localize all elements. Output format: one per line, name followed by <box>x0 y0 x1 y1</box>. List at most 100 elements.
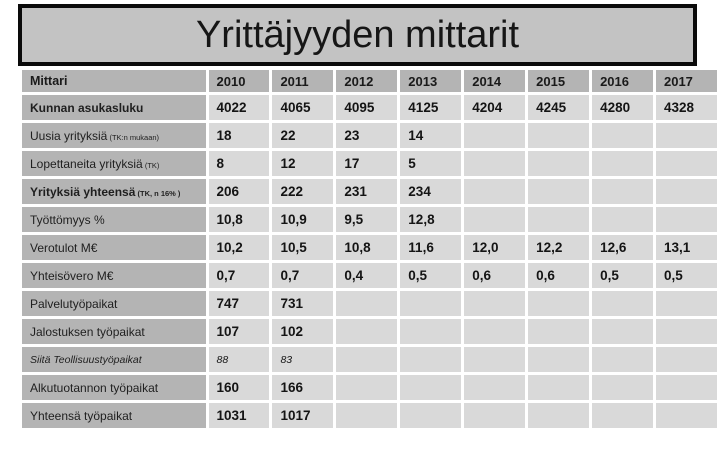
row-label-text: Lopettaneita yrityksiä <box>30 156 143 171</box>
value-cell: 22 <box>272 123 334 148</box>
row-label: Verotulot M€ <box>22 235 206 260</box>
table-header-row: Mittari 2010 2011 2012 2013 2014 2015 2016 2017 <box>22 70 717 92</box>
value-cell <box>592 207 653 232</box>
value-cell: 0,6 <box>528 263 590 288</box>
row-label-text: Työttömyys % <box>30 212 105 227</box>
value-cell: 13,1 <box>655 235 717 260</box>
value-cell <box>400 347 462 372</box>
value-cell: 0,7 <box>272 263 334 288</box>
row-label-text: Yrityksiä yhteensä <box>30 184 136 199</box>
column-header-year-2013: 2013 <box>400 70 462 92</box>
row-label: Siitä Teollisuustyöpaikat <box>22 347 206 372</box>
value-cell <box>528 375 590 400</box>
table-row: Yhteensä työpaikat 1031 1017 <box>22 403 717 428</box>
value-cell: 17 <box>336 151 398 176</box>
row-label: Jalostuksen työpaikat <box>22 319 206 344</box>
value-cell: 8 <box>208 151 270 176</box>
row-label-text: Yhteisövero M€ <box>30 268 114 283</box>
value-cell: 4022 <box>208 95 270 120</box>
table-row: Uusia yrityksiä (TK:n mukaan) 18 22 23 14 <box>22 123 717 148</box>
row-label: Yrityksiä yhteensä (TK, n 16% ) <box>22 179 206 204</box>
row-label-note: (TK, n 16% ) <box>135 188 181 198</box>
value-cell: 234 <box>400 179 462 204</box>
value-cell <box>336 347 398 372</box>
value-cell: 4065 <box>272 95 334 120</box>
value-cell <box>400 375 462 400</box>
value-cell <box>400 291 462 316</box>
table-row: Siitä Teollisuustyöpaikat 88 83 <box>22 347 717 372</box>
value-cell: 23 <box>336 123 398 148</box>
column-header-year-2017: 2017 <box>655 70 717 92</box>
row-label-text: Siitä Teollisuustyöpaikat <box>30 353 142 366</box>
value-cell <box>336 291 398 316</box>
value-cell: 102 <box>272 319 334 344</box>
value-cell: 4280 <box>592 95 653 120</box>
row-label: Lopettaneita yrityksiä (TK) <box>22 151 206 176</box>
value-cell <box>400 319 462 344</box>
value-cell <box>464 123 526 148</box>
table-row: Yrityksiä yhteensä (TK, n 16% ) 206 222 231… <box>22 179 717 204</box>
row-label-text: Jalostuksen työpaikat <box>30 324 145 339</box>
row-label-note: (TK) <box>142 160 160 170</box>
value-cell <box>336 403 398 428</box>
table-row: Lopettaneita yrityksiä (TK) 8 12 17 5 <box>22 151 717 176</box>
column-header-year-2016: 2016 <box>592 70 653 92</box>
value-cell: 0,5 <box>655 263 717 288</box>
value-cell <box>592 123 653 148</box>
row-label-note: (TK:n mukaan) <box>107 132 160 142</box>
value-cell: 4095 <box>336 95 398 120</box>
value-cell: 160 <box>208 375 270 400</box>
row-label: Yhteisövero M€ <box>22 263 206 288</box>
value-cell <box>336 375 398 400</box>
column-header-year-2010: 2010 <box>208 70 270 92</box>
value-cell: 4328 <box>655 95 717 120</box>
value-cell <box>528 123 590 148</box>
value-cell: 731 <box>272 291 334 316</box>
row-label: Alkutuotannon työpaikat <box>22 375 206 400</box>
value-cell <box>655 291 717 316</box>
column-header-year-2011: 2011 <box>272 70 334 92</box>
value-cell: 107 <box>208 319 270 344</box>
value-cell: 88 <box>208 347 270 372</box>
metrics-table: Mittari 2010 2011 2012 2013 2014 2015 2016 2017 … <box>19 67 720 431</box>
row-label: Palvelutyöpaikat <box>22 291 206 316</box>
value-cell: 83 <box>272 347 334 372</box>
value-cell: 747 <box>208 291 270 316</box>
value-cell <box>464 291 526 316</box>
value-cell <box>592 151 653 176</box>
row-label-text: Palvelutyöpaikat <box>30 296 118 311</box>
value-cell <box>528 403 590 428</box>
table-row: Jalostuksen työpaikat 107 102 <box>22 319 717 344</box>
row-label: Yhteensä työpaikat <box>22 403 206 428</box>
value-cell: 4245 <box>528 95 590 120</box>
title-box: Yrittäjyyden mittarit <box>18 4 697 66</box>
value-cell: 0,4 <box>336 263 398 288</box>
value-cell: 12,2 <box>528 235 590 260</box>
value-cell: 206 <box>208 179 270 204</box>
value-cell <box>336 319 398 344</box>
value-cell <box>592 403 653 428</box>
row-label: Uusia yrityksiä (TK:n mukaan) <box>22 123 206 148</box>
value-cell <box>464 375 526 400</box>
value-cell <box>655 207 717 232</box>
value-cell <box>528 207 590 232</box>
value-cell: 10,5 <box>272 235 334 260</box>
table-row: Työttömyys % 10,8 10,9 9,5 12,8 <box>22 207 717 232</box>
value-cell <box>528 291 590 316</box>
value-cell <box>464 347 526 372</box>
value-cell: 12,6 <box>592 235 653 260</box>
value-cell: 11,6 <box>400 235 462 260</box>
value-cell <box>655 319 717 344</box>
value-cell <box>592 179 653 204</box>
table-row: Yhteisövero M€ 0,7 0,7 0,4 0,5 0,6 0,6 0,5 0,5 <box>22 263 717 288</box>
value-cell: 222 <box>272 179 334 204</box>
value-cell <box>592 375 653 400</box>
table-row: Palvelutyöpaikat 747 731 <box>22 291 717 316</box>
value-cell <box>592 319 653 344</box>
value-cell <box>655 403 717 428</box>
value-cell: 9,5 <box>336 207 398 232</box>
value-cell: 166 <box>272 375 334 400</box>
table-row: Kunnan asukasluku 4022 4065 4095 4125 4204 424… <box>22 95 717 120</box>
value-cell: 12 <box>272 151 334 176</box>
value-cell: 0,5 <box>592 263 653 288</box>
